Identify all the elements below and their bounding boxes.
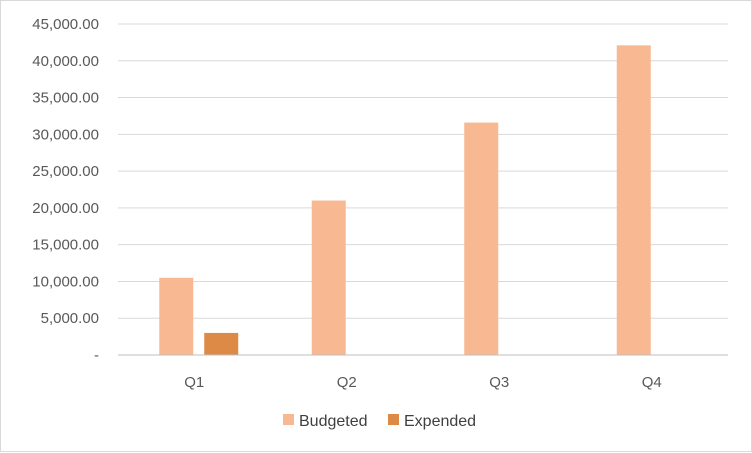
bar-expended-q1 bbox=[204, 332, 239, 355]
y-tick-label: 40,000.00 bbox=[32, 53, 99, 70]
y-tick-label: 10,000.00 bbox=[32, 273, 99, 290]
x-tick-label: Q1 bbox=[184, 374, 204, 391]
bar-budgeted-q2 bbox=[311, 200, 346, 355]
bar-budgeted-q3 bbox=[464, 122, 499, 355]
y-tick-label: 25,000.00 bbox=[32, 163, 99, 180]
legend: Budgeted Expended bbox=[283, 413, 476, 430]
bar-budgeted-q1 bbox=[159, 277, 194, 355]
legend-swatch-budgeted bbox=[283, 414, 294, 425]
bar-budgeted-q4 bbox=[616, 45, 651, 355]
legend-label-expended: Expended bbox=[404, 413, 476, 430]
y-tick-label: 20,000.00 bbox=[32, 200, 99, 217]
x-tick-label: Q4 bbox=[642, 374, 662, 391]
x-tick-label: Q3 bbox=[489, 374, 509, 391]
x-tick-label: Q2 bbox=[337, 374, 357, 391]
y-tick-label: 45,000.00 bbox=[32, 16, 99, 33]
y-tick-label: 15,000.00 bbox=[32, 237, 99, 254]
gridlines bbox=[118, 23, 728, 319]
y-axis-tick-labels: - 5,000.00 10,000.00 15,000.00 20,000.00 25,0… bbox=[32, 16, 99, 364]
legend-label-budgeted: Budgeted bbox=[299, 413, 368, 430]
y-tick-label: 5,000.00 bbox=[41, 310, 99, 327]
bars bbox=[159, 45, 651, 355]
y-tick-label: 30,000.00 bbox=[32, 126, 99, 143]
y-tick-label: 35,000.00 bbox=[32, 90, 99, 107]
legend-swatch-expended bbox=[388, 414, 399, 425]
x-axis-tick-labels: Q1 Q2 Q3 Q4 bbox=[184, 374, 662, 391]
y-tick-label: - bbox=[94, 347, 99, 364]
